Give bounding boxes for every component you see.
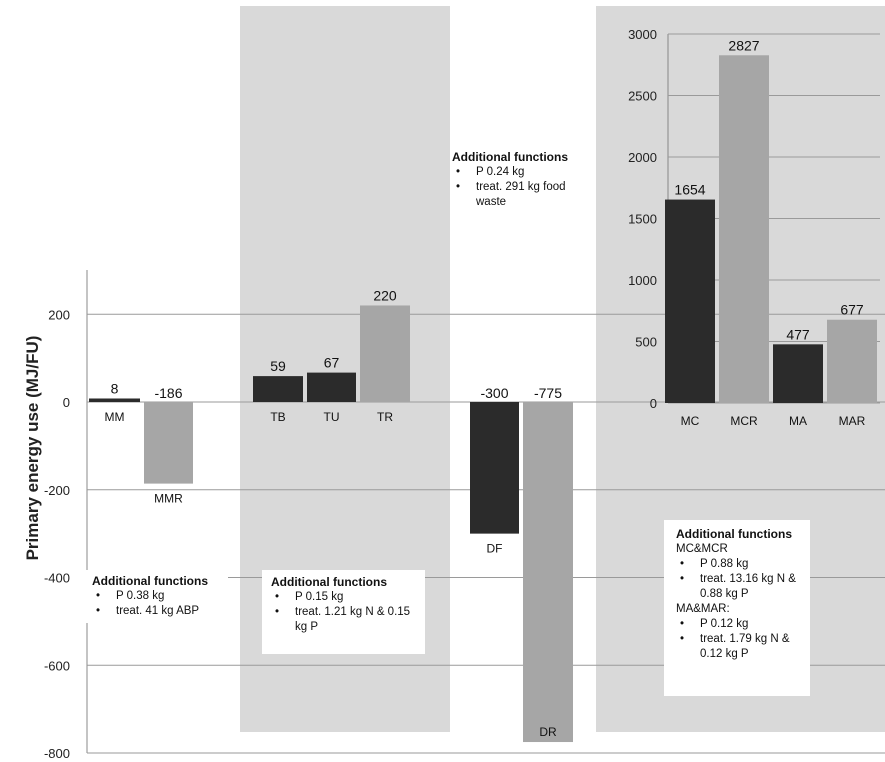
annotation-mc-sub1: MC&MCR: [676, 543, 728, 555]
main-bars: 8 MM -186 MMR 59 TB 67 TU 220 TR -300 DF -775 DR: [89, 287, 573, 743]
annotation-mc-item: P 0.12 kg: [676, 617, 798, 632]
annotation-t: Additional functions P 0.15 kg treat. 1.…: [262, 570, 425, 654]
annotation-m-item: P 0.38 kg: [92, 589, 222, 604]
inset-value-label-mar: 677: [840, 302, 864, 318]
annotation-d-title: Additional functions: [452, 150, 568, 164]
annotation-m-item: treat. 41 kg ABP: [92, 604, 222, 619]
annotation-mc-item: treat. 13.16 kg N & 0.88 kg P: [676, 572, 798, 602]
inset-y-tick-label: 500: [635, 335, 657, 350]
annotation-mc-item: P 0.88 kg: [676, 557, 798, 572]
value-label-tu: 67: [324, 355, 340, 371]
bar-df: [470, 402, 519, 534]
inset-category-label-mar: MAR: [839, 414, 866, 428]
category-label-dr: DR: [539, 725, 557, 739]
category-label-tu: TU: [324, 410, 340, 424]
inset-y-tick-label: 1500: [628, 212, 657, 227]
value-label-mm: 8: [111, 380, 119, 396]
inset-bar-ma: [773, 344, 823, 403]
inset-value-label-mc: 1654: [674, 182, 705, 198]
value-label-tr: 220: [373, 287, 397, 303]
inset-category-label-ma: MA: [789, 414, 807, 428]
bar-tu: [307, 372, 356, 402]
annotation-mc: Additional functions MC&MCR P 0.88 kg tr…: [664, 520, 810, 696]
y-tick-label: -800: [44, 746, 70, 761]
annotation-t-item: treat. 1.21 kg N & 0.15 kg P: [271, 605, 416, 635]
annotation-d-item: P 0.24 kg: [452, 165, 589, 180]
annotation-mc-item: treat. 1.79 kg N & 0.12 kg P: [676, 632, 798, 662]
inset-bar-mc: [665, 199, 715, 403]
inset-bar-mcr: [719, 55, 769, 404]
inset-y-tick-label: 3000: [628, 27, 657, 42]
inset-y-ticks: 0 500 1000 1500 2000 2500 3000: [628, 27, 657, 411]
inset-category-label-mcr: MCR: [730, 414, 758, 428]
bar-dr: [523, 402, 573, 743]
inset-value-label-ma: 477: [786, 326, 810, 342]
annotation-m: Additional functions P 0.38 kg treat. 41…: [86, 570, 228, 623]
annotation-m-title: Additional functions: [92, 574, 208, 588]
annotation-mc-title: Additional functions: [676, 527, 792, 541]
annotation-t-item: P 0.15 kg: [271, 590, 416, 605]
bar-mmr: [144, 402, 193, 484]
inset-y-tick-label: 0: [650, 396, 657, 411]
inset-category-label-mc: MC: [681, 414, 700, 428]
category-label-tr: TR: [377, 410, 393, 424]
annotation-t-title: Additional functions: [271, 575, 387, 589]
category-label-mm: MM: [105, 410, 125, 424]
category-label-mmr: MMR: [154, 492, 183, 506]
y-tick-label: -200: [44, 483, 70, 498]
inset-y-tick-label: 1000: [628, 273, 657, 288]
annotation-mc-sub2: MA&MAR:: [676, 603, 730, 615]
category-label-tb: TB: [270, 410, 285, 424]
y-tick-label: -600: [44, 658, 70, 673]
inset-bar-mar: [827, 319, 877, 403]
bar-mm: [89, 398, 140, 402]
value-label-dr: -775: [534, 385, 562, 401]
main-y-ticks: -800 -600 -400 -200 0 200: [44, 307, 70, 761]
y-axis-label: Primary energy use (MJ/FU): [23, 336, 42, 561]
value-label-mmr: -186: [154, 385, 182, 401]
inset-y-tick-label: 2000: [628, 150, 657, 165]
value-label-tb: 59: [270, 358, 286, 374]
bar-tb: [253, 376, 303, 402]
annotation-d: Additional functions P 0.24 kg treat. 29…: [448, 150, 593, 210]
value-label-df: -300: [480, 385, 508, 401]
y-tick-label: -400: [44, 571, 70, 586]
y-tick-label: 200: [48, 307, 70, 322]
inset-bars: 1654 MC 2827 MCR 477 MA 677 MAR: [665, 37, 877, 428]
inset-value-label-mcr: 2827: [728, 37, 759, 53]
annotation-d-item: treat. 291 kg food waste: [452, 180, 589, 210]
category-label-df: DF: [487, 542, 503, 556]
bar-tr: [360, 305, 410, 402]
inset-y-tick-label: 2500: [628, 89, 657, 104]
y-tick-label: 0: [63, 395, 70, 410]
